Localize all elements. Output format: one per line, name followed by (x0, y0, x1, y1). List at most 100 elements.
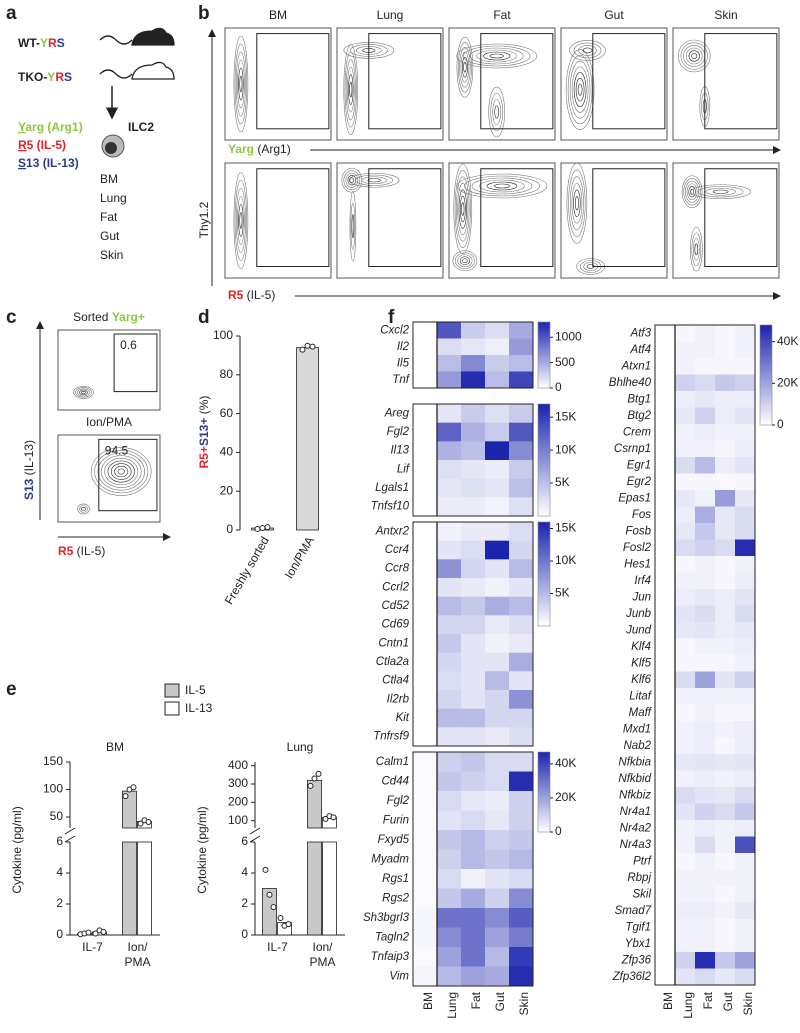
heatmap-cell (485, 690, 510, 709)
heatmap-cell (413, 355, 438, 372)
y-tick-label: 80 (220, 367, 234, 381)
heatmap-cell (675, 589, 696, 606)
heatmap-cell (413, 371, 438, 389)
x-axis-label-part: (Arg1) (254, 142, 291, 156)
reporter-label-part: 5 (IL-5) (27, 138, 66, 152)
heatmap-cell (413, 771, 438, 792)
contour (582, 47, 593, 54)
heatmap-cell (437, 497, 462, 517)
y-tick-label: 40 (220, 445, 234, 459)
x-axis-label-part: R5 (58, 544, 74, 558)
heatmap-cell (509, 690, 534, 709)
heatmap-cell (715, 490, 736, 507)
gene-label: Ctla2a (376, 656, 409, 668)
heatmap-cell (485, 927, 510, 948)
heatmap-cell (509, 355, 534, 372)
heatmap-cell (461, 771, 486, 792)
panel-label: f (388, 307, 395, 328)
heatmap-cell (413, 652, 438, 672)
heatmap-cell (413, 578, 438, 597)
contour (348, 172, 400, 188)
heatmap-cell (461, 690, 486, 709)
heatmap-cell (695, 539, 716, 557)
heatmap-cell (735, 754, 756, 771)
heatmap-cell (695, 655, 716, 672)
contour (233, 35, 249, 133)
gene-label: Nfkbiz (619, 789, 651, 801)
flow-plot-frame (672, 27, 780, 141)
contour (712, 189, 729, 194)
heatmap-cell (715, 935, 736, 953)
contour (688, 50, 700, 62)
heatmap-cell (695, 506, 716, 524)
axis-break (249, 835, 261, 843)
contour (691, 232, 702, 267)
x-tick-label: Ion/ (312, 940, 333, 954)
heatmap-cell (695, 605, 716, 623)
heatmap-cell (695, 391, 716, 408)
contour (574, 196, 579, 211)
gene-label: Rbpj (627, 872, 651, 884)
gene-label: Tnfaip3 (371, 951, 410, 963)
plot-title-part: Yarg+ (112, 310, 145, 324)
contour (685, 47, 703, 65)
heatmap-cell (715, 374, 736, 392)
heatmap-cell (485, 460, 510, 479)
panel-label: a (6, 3, 17, 24)
heatmap-cell (675, 770, 696, 788)
colorbar-tick-label: 40K (555, 756, 576, 770)
colorbar-tick-label: 10K (555, 553, 576, 567)
heatmap-cell (715, 820, 736, 837)
heatmap-cell (735, 374, 756, 392)
heatmap-cell (655, 424, 676, 441)
heatmap-cell (437, 355, 462, 372)
data-point (266, 891, 273, 898)
heatmap-cell (655, 770, 676, 788)
heatmap-cell (509, 771, 534, 792)
contour (454, 252, 475, 270)
tissue-title: Fat (493, 8, 511, 22)
heatmap-cell (413, 810, 438, 831)
heatmap-cell (675, 919, 696, 936)
contour (489, 53, 504, 59)
contour (355, 174, 394, 186)
heatmap-cell (675, 853, 696, 870)
colorbar-tick-label: 1000 (555, 329, 582, 343)
gene-label: Areg (384, 407, 410, 419)
heatmap-cell (695, 704, 716, 722)
heatmap-cell (735, 638, 756, 656)
gene-label: Tnfrsf9 (373, 731, 409, 743)
heatmap-cell (695, 886, 716, 903)
heatmap-cell (485, 578, 510, 597)
heatmap-cell (675, 754, 696, 771)
heatmap-cell (413, 478, 438, 498)
contour (681, 175, 703, 209)
heatmap-cell (675, 506, 696, 524)
colorbar-tick-label: 0 (555, 380, 562, 394)
heatmap-cell (413, 460, 438, 479)
gate (368, 168, 442, 267)
gene-label: Myadm (371, 853, 409, 865)
heatmap-cell (695, 754, 716, 771)
contour (690, 184, 752, 200)
heatmap-cell (715, 539, 736, 557)
legend-swatch (164, 701, 180, 716)
gene-label: Zfp36 (621, 954, 652, 966)
data-point (92, 930, 99, 937)
heatmap-cell (695, 787, 716, 804)
heatmap-cell (735, 407, 756, 425)
heatmap-cell (461, 522, 486, 541)
contour (483, 51, 511, 61)
contour (577, 83, 583, 96)
gene-label: Fgl2 (387, 795, 410, 807)
contour (81, 390, 86, 394)
heatmap-cell (437, 869, 462, 889)
heatmap-cell (413, 615, 438, 635)
gene-label: Hes1 (624, 558, 651, 570)
data-point (270, 904, 277, 911)
gene-label: Il2 (397, 341, 410, 353)
heatmap-cell (695, 440, 716, 458)
heatmap-cell (485, 497, 510, 517)
heatmap-cell (735, 572, 756, 590)
y-tick-label: 0 (56, 927, 63, 941)
